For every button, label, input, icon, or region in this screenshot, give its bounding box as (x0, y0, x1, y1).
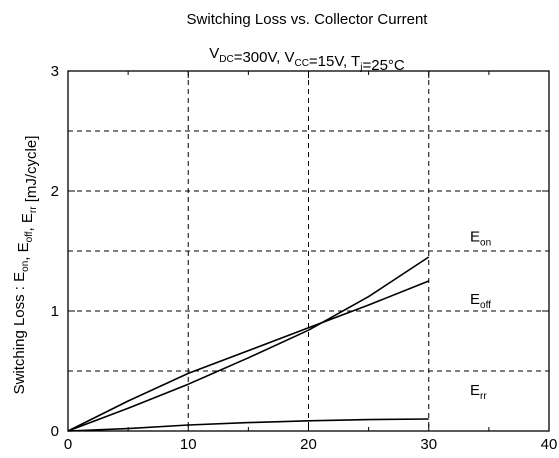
chart-subtitle-part: =300V, V (234, 49, 295, 66)
text-layer: 0 10 20 30 40 0 1 2 3 Switching Loss vs. Collecto… (11, 11, 557, 453)
chart-subtitle: VDC=300V, VCC=15V, Tj=25°C (209, 45, 405, 74)
y-tick-label: 1 (51, 303, 59, 320)
chart-subtitle-subscript: DC (219, 54, 233, 65)
x-tick-label: 40 (541, 436, 558, 453)
series-label-text: E (470, 229, 480, 246)
series-label-subscript: rr (480, 391, 487, 402)
series-label-subscript: off (480, 300, 491, 311)
chart-subtitle-part: =25°C (362, 57, 404, 74)
chart-title: Switching Loss vs. Collector Current (187, 11, 429, 28)
series-line-e-off (67, 280, 430, 432)
x-tick-label: 20 (300, 436, 317, 453)
y-axis-label-part: , E (19, 213, 36, 231)
y-axis-label-part: [mJ/cycle] (23, 136, 40, 207)
chart-subtitle-part: V (209, 45, 219, 62)
series-layer (67, 256, 430, 432)
x-tick-label: 30 (420, 436, 437, 453)
y-axis-label-part: , E (15, 242, 32, 260)
y-tick-label: 3 (51, 63, 59, 80)
axis-layer (67, 70, 550, 432)
series-label-e-on: Eon (470, 229, 491, 249)
series-label-subscript: on (480, 238, 491, 249)
y-axis-label-subscript: off (24, 231, 35, 242)
grid-layer (68, 71, 549, 431)
y-axis-label-subscript: rr (28, 206, 39, 213)
chart-subtitle-subscript: j (359, 62, 362, 73)
series-line-e-on (67, 256, 430, 432)
chart-subtitle-part: =15V, T (309, 53, 360, 70)
x-tick-label: 0 (64, 436, 72, 453)
x-tick-label: 10 (180, 436, 197, 453)
series-label-e-rr: Err (470, 382, 487, 402)
chart-subtitle-subscript: CC (294, 58, 308, 69)
y-tick-label: 0 (51, 423, 59, 440)
y-axis-label: Switching Loss : Eon, Eoff, Err [mJ/cycl… (11, 136, 40, 395)
series-label-text: E (470, 291, 480, 308)
series-label-text: E (470, 382, 480, 399)
y-axis-label-subscript: on (20, 261, 31, 272)
y-tick-label: 2 (51, 183, 59, 200)
y-axis-label-part: Switching Loss : E (11, 272, 28, 395)
series-label-e-off: Eoff (470, 291, 491, 311)
